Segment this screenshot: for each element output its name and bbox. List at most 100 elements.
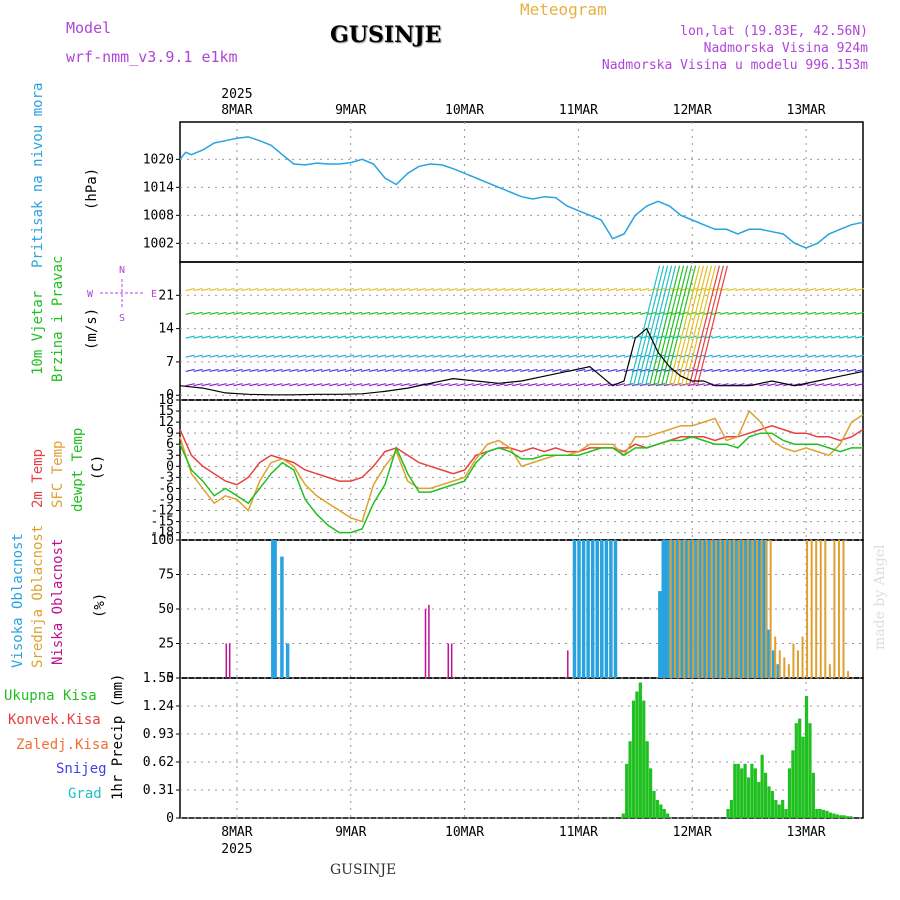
wind-arrow	[644, 265, 677, 386]
wind-arrow	[328, 335, 339, 339]
wind-arrow	[432, 335, 442, 339]
wind-arrow	[719, 311, 729, 315]
high-cloud-bar	[702, 540, 706, 678]
wind-arrow	[344, 368, 355, 373]
x-top-date-label: 8MAR	[221, 103, 252, 118]
wind-arrow	[384, 287, 395, 292]
wind-arrow	[599, 311, 610, 315]
wind-arrow	[576, 287, 586, 292]
wind-arrow	[743, 287, 753, 292]
wind-arrow	[416, 287, 426, 292]
label-degc: (C)	[90, 455, 106, 480]
wind-arrow	[257, 287, 267, 292]
wind-arrow	[456, 368, 466, 373]
wind-arrow	[313, 354, 323, 358]
wind-arrow	[225, 335, 235, 339]
mid-cloud-bar	[806, 540, 809, 678]
wind-arrow	[633, 265, 665, 386]
wind-arrow	[384, 383, 395, 387]
wind-arrow	[583, 287, 594, 292]
frame-temperature	[179, 399, 864, 541]
mid-cloud-bar	[792, 643, 795, 678]
wind-arrow	[488, 354, 498, 358]
mid-cloud-bar	[696, 540, 699, 678]
y-tick-label: 9	[166, 426, 174, 441]
wind-arrow	[560, 335, 570, 339]
wind-arrow	[289, 335, 299, 339]
precip-bar	[822, 809, 826, 818]
wind-arrow	[846, 354, 857, 358]
wind-arrow	[830, 311, 841, 315]
wind-arrow	[456, 383, 466, 387]
wind-arrow	[719, 368, 729, 373]
footer-station: GUSINJE	[330, 862, 397, 878]
wind-arrow	[783, 354, 793, 358]
wind-arrow	[185, 368, 195, 373]
wind-arrow	[854, 354, 865, 358]
wind-arrow	[392, 383, 402, 387]
wind-arrow	[647, 287, 657, 292]
wind-arrow	[392, 354, 402, 358]
wind-arrow	[568, 383, 578, 387]
precip-bar	[825, 810, 829, 818]
wind-arrow	[321, 368, 331, 373]
wind-arrow	[668, 265, 701, 386]
wind-arrow	[249, 383, 259, 387]
y-tick-label: 15	[158, 404, 174, 419]
wind-arrow	[846, 311, 857, 315]
mid-cloud-bar	[742, 540, 745, 678]
wind-arrow	[807, 287, 817, 292]
wind-arrow	[480, 354, 490, 358]
wind-arrow	[846, 335, 857, 339]
wind-arrow	[823, 354, 833, 358]
mid-cloud-bar	[828, 664, 831, 678]
wind-arrow	[623, 368, 634, 373]
mid-cloud-bar	[669, 540, 672, 678]
high-cloud-bar	[613, 540, 618, 678]
frame-precipitation	[179, 677, 864, 819]
wind-arrow	[743, 335, 753, 339]
wind-arrow	[727, 368, 737, 373]
precip-bar	[794, 723, 798, 818]
wind-arrow	[767, 354, 777, 358]
wind-arrow	[344, 311, 355, 315]
wind-arrow	[599, 287, 610, 292]
y-tick-label: 21	[158, 288, 174, 303]
wind-arrow	[560, 383, 570, 387]
wind-arrow	[289, 368, 299, 373]
mid-cloud-bar	[728, 540, 731, 678]
wind-arrow	[416, 354, 426, 358]
wind-arrow	[305, 335, 315, 339]
precip-bar	[815, 808, 819, 818]
wind-arrow	[217, 311, 227, 315]
wind-arrow	[336, 383, 347, 387]
wind-arrow	[607, 287, 618, 292]
wind-arrow	[336, 354, 347, 358]
wind-arrow	[273, 287, 283, 292]
wind-arrow	[384, 368, 395, 373]
model-label: Model	[66, 19, 112, 37]
y-tick-label: 25	[158, 637, 174, 652]
wind-arrow	[775, 354, 785, 358]
wind-arrow	[823, 368, 833, 373]
wind-arrow	[520, 287, 530, 292]
wind-arrow	[313, 368, 323, 373]
wind-arrow	[233, 335, 243, 339]
low-cloud-bar	[447, 643, 450, 678]
wind-arrow	[321, 311, 331, 315]
wind-arrow	[249, 335, 259, 339]
wind-arrow	[528, 354, 538, 358]
wind-arrow	[360, 368, 371, 373]
y-tick-label: 75	[158, 568, 174, 583]
wind-arrow	[392, 368, 402, 373]
label-t2m: 2m Temp	[30, 449, 46, 508]
wind-arrow	[400, 368, 410, 373]
wind-arrow	[321, 354, 331, 358]
wind-arrow	[281, 335, 291, 339]
wind-arrow	[424, 287, 434, 292]
wind-arrow	[297, 368, 307, 373]
wind-arrow	[512, 368, 522, 373]
high-cloud-bar	[685, 540, 689, 678]
wind-arrow	[830, 354, 841, 358]
